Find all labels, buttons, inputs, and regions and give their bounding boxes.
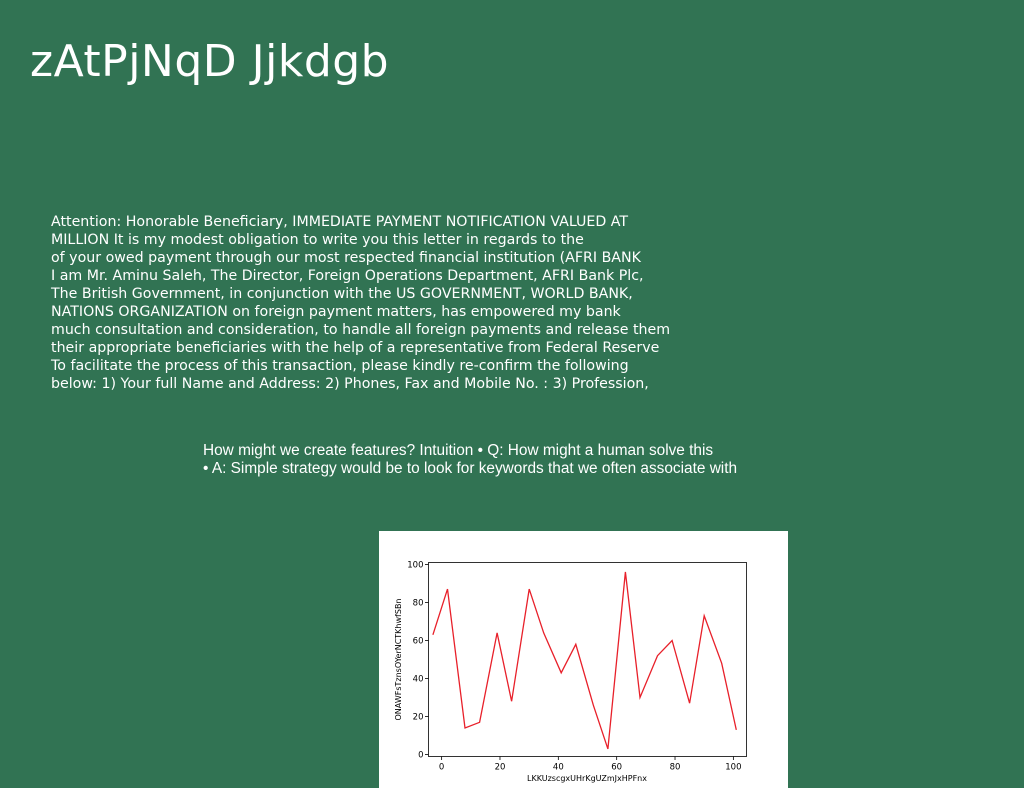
y-tick-label: 80 bbox=[413, 598, 424, 608]
letter-line: To facilitate the process of this transa… bbox=[51, 358, 629, 374]
series-line bbox=[432, 571, 737, 750]
y-axis-label: ONAWFsTznsOYerNCTKhwfSBn bbox=[394, 599, 403, 721]
x-tick-label: 100 bbox=[725, 763, 741, 773]
y-tick-label: 20 bbox=[413, 713, 424, 723]
x-tick-label: 60 bbox=[611, 763, 622, 773]
features-text-block: How might we create features? Intuition … bbox=[203, 442, 803, 478]
x-axis-label: LKKUzscgxUHrKgUZmJxHPFnx bbox=[527, 774, 647, 783]
features-line: How might we create features? Intuition … bbox=[203, 442, 714, 459]
x-tick-label: 40 bbox=[553, 763, 564, 773]
y-axis-ticks: 0 20 40 60 80 100 bbox=[407, 560, 429, 761]
y-tick-label: 0 bbox=[418, 751, 423, 761]
letter-line: their appropriate beneficiaries with the… bbox=[51, 340, 660, 356]
chart-image: 0 20 40 60 80 100 0 20 40 60 80 100 LKKUzscgxUHrKg… bbox=[379, 531, 788, 788]
y-tick-label: 100 bbox=[407, 560, 423, 570]
letter-line: Attention: Honorable Beneficiary, IMMEDI… bbox=[51, 214, 629, 230]
x-tick-label: 0 bbox=[439, 763, 444, 773]
letter-line: much consultation and consideration, to … bbox=[51, 322, 671, 338]
letter-line: of your owed payment through our most re… bbox=[51, 250, 641, 266]
y-tick-label: 60 bbox=[413, 636, 424, 646]
letter-line: The British Government, in conjunction w… bbox=[51, 286, 633, 302]
line-chart: 0 20 40 60 80 100 0 20 40 60 80 100 LKKUzscgxUHrKg… bbox=[394, 560, 747, 783]
y-tick-label: 40 bbox=[413, 675, 424, 685]
plot-area-frame bbox=[428, 562, 747, 757]
letter-text-block: Attention: Honorable Beneficiary, IMMEDI… bbox=[51, 213, 691, 393]
features-line: • A: Simple strategy would be to look fo… bbox=[203, 460, 738, 477]
letter-line: I am Mr. Aminu Saleh, The Director, Fore… bbox=[51, 268, 644, 284]
x-tick-label: 20 bbox=[495, 763, 506, 773]
x-axis-ticks: 0 20 40 60 80 100 bbox=[439, 756, 741, 773]
letter-line: below: 1) Your full Name and Address: 2)… bbox=[51, 376, 649, 392]
letter-line: NATIONS ORGANIZATION on foreign payment … bbox=[51, 304, 621, 320]
letter-line: MILLION It is my modest obligation to wr… bbox=[51, 232, 584, 248]
slide-title: zAtPjNqD Jjkdgb bbox=[30, 36, 390, 87]
x-tick-label: 80 bbox=[670, 763, 681, 773]
